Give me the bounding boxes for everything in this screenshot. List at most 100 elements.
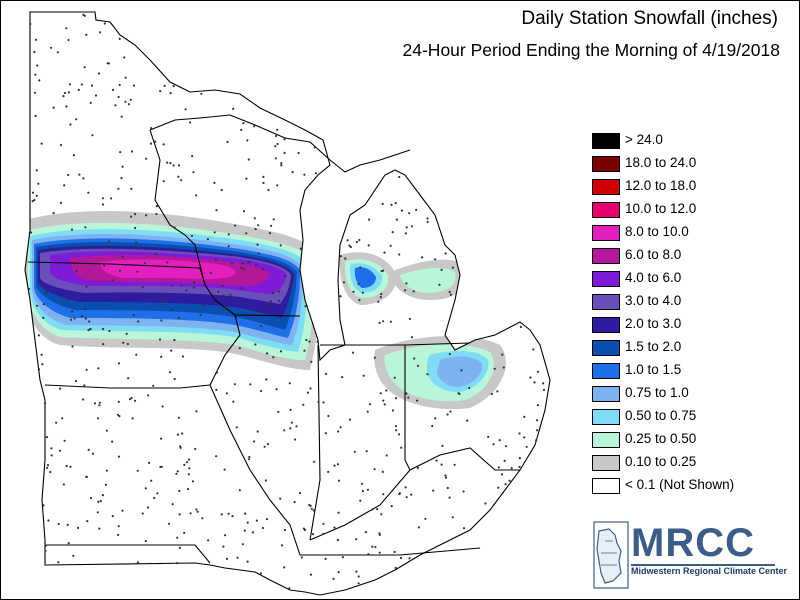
station-dot	[147, 394, 150, 397]
station-dot	[283, 274, 286, 277]
station-dot	[103, 264, 106, 267]
station-dot	[184, 108, 187, 111]
station-dot	[65, 105, 68, 108]
station-dot	[247, 261, 250, 264]
station-dot	[283, 528, 286, 532]
station-dot	[357, 582, 360, 585]
station-dot	[52, 212, 55, 215]
station-dot	[209, 271, 212, 274]
station-dot	[147, 506, 150, 509]
station-dot	[395, 429, 398, 432]
station-dot	[276, 142, 279, 146]
station-dot	[405, 226, 408, 229]
station-dot	[357, 575, 360, 578]
station-dot	[426, 217, 429, 220]
station-dot	[484, 502, 487, 505]
station-dot	[65, 27, 68, 30]
station-dot	[191, 480, 194, 483]
station-dot	[56, 51, 59, 54]
station-dot	[376, 508, 379, 511]
station-dot	[500, 473, 504, 476]
station-dot	[382, 320, 385, 323]
station-dot	[50, 447, 53, 450]
station-dot	[297, 151, 300, 155]
station-dot	[311, 533, 315, 536]
station-dot	[458, 392, 461, 395]
station-dot	[316, 340, 319, 343]
station-dot	[118, 415, 121, 418]
station-dot	[498, 439, 501, 442]
station-dot	[66, 523, 69, 527]
station-dot	[408, 317, 411, 320]
station-dot	[88, 320, 91, 323]
station-dot	[87, 329, 90, 332]
station-dot	[83, 384, 86, 387]
station-dot	[381, 470, 384, 473]
station-dot	[536, 429, 539, 432]
station-dot	[310, 507, 313, 510]
station-dot	[57, 522, 60, 526]
station-dot	[322, 401, 325, 404]
station-dot	[145, 157, 148, 160]
station-dot	[170, 308, 174, 311]
station-dot	[277, 410, 280, 413]
legend-swatch	[592, 179, 620, 195]
station-dot	[379, 296, 382, 299]
station-dot	[435, 459, 438, 462]
station-dot	[98, 527, 101, 530]
station-dot	[246, 560, 249, 563]
station-dot	[76, 526, 80, 530]
station-dot	[373, 356, 376, 359]
station-dot	[274, 157, 277, 160]
station-dot	[117, 400, 120, 403]
station-dot	[96, 417, 100, 420]
station-dot	[242, 210, 246, 213]
station-dot	[504, 483, 507, 486]
station-dot	[361, 490, 364, 493]
station-dot	[194, 447, 197, 451]
station-dot	[214, 258, 218, 261]
legend-swatch	[592, 294, 620, 310]
station-dot	[438, 283, 441, 286]
station-dot	[206, 238, 209, 241]
station-dot	[378, 551, 381, 554]
station-dot	[135, 353, 138, 356]
station-dot	[97, 500, 100, 503]
station-dot	[224, 305, 227, 308]
station-dot	[189, 512, 192, 515]
station-dot	[380, 292, 383, 296]
station-dot	[31, 191, 35, 194]
station-dot	[272, 356, 275, 359]
station-dot	[405, 392, 408, 395]
station-dot	[393, 376, 396, 379]
station-dot	[96, 511, 99, 514]
station-dot	[424, 517, 427, 520]
station-dot	[339, 426, 342, 429]
station-dot	[394, 566, 397, 570]
station-dot	[421, 256, 424, 259]
station-dot	[166, 161, 169, 164]
station-dot	[178, 489, 181, 493]
station-dot	[158, 338, 162, 341]
station-dot	[183, 531, 186, 535]
station-dot	[368, 403, 372, 406]
station-dot	[441, 444, 444, 447]
legend-swatch	[592, 363, 620, 379]
station-dot	[536, 370, 540, 373]
station-dot	[289, 427, 292, 430]
station-dot	[248, 260, 252, 263]
station-dot	[118, 269, 122, 272]
station-dot	[217, 290, 220, 293]
station-dot	[348, 244, 351, 247]
station-dot	[364, 531, 367, 534]
station-dot	[265, 518, 269, 521]
station-dot	[238, 347, 241, 350]
station-dot	[533, 381, 536, 384]
station-dot	[42, 303, 45, 306]
station-dot	[40, 142, 43, 145]
station-dot	[154, 253, 158, 256]
station-dot	[466, 419, 469, 422]
station-dot	[355, 570, 358, 573]
station-dot	[351, 351, 355, 354]
station-dot	[162, 143, 165, 146]
